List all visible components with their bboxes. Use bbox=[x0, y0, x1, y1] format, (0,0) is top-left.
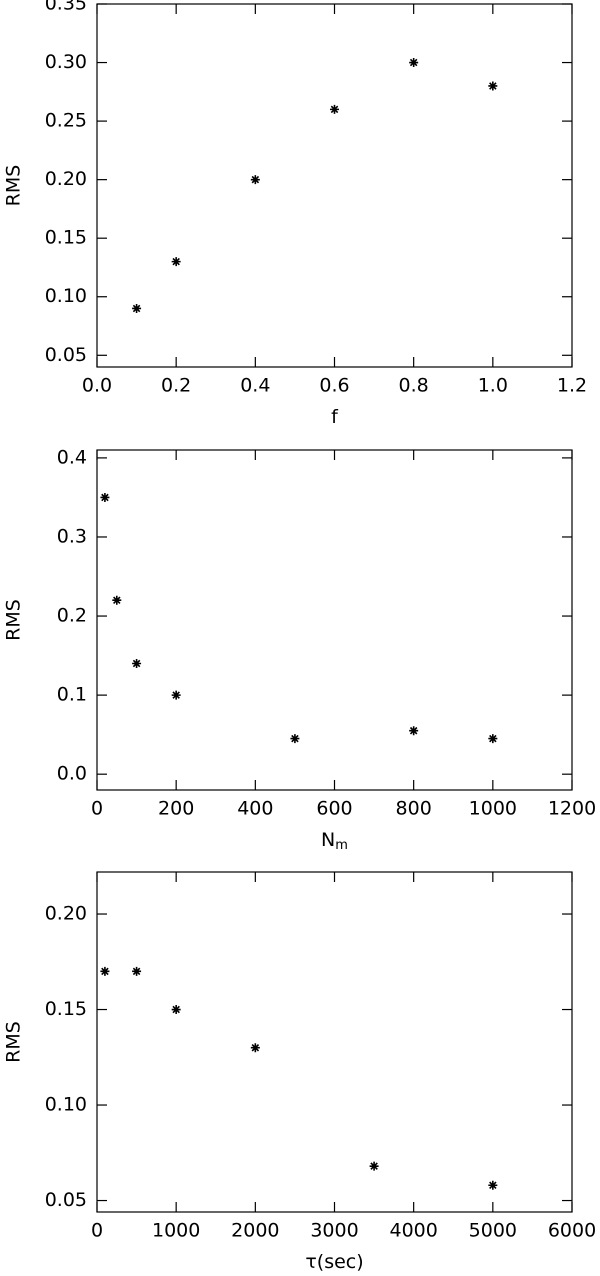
data-point bbox=[409, 58, 419, 68]
data-point bbox=[112, 595, 122, 605]
data-point bbox=[100, 966, 110, 976]
y-tick-label: 0.4 bbox=[57, 446, 87, 468]
y-tick-label: 0.2 bbox=[57, 605, 87, 627]
chart-panel: 0 200 400 600 800 1000 1200 0.0 0.1 0.2 0.3 0.4 Nm RM… bbox=[3, 446, 597, 852]
y-axis-label: RMS bbox=[3, 165, 25, 207]
x-tick-label: 1000 bbox=[469, 798, 517, 820]
x-axis-label: τ(sec) bbox=[305, 1251, 363, 1273]
x-tick-label: 600 bbox=[316, 798, 352, 820]
data-point bbox=[132, 966, 142, 976]
y-tick-label: 0.25 bbox=[45, 110, 87, 132]
y-tick-label: 0.10 bbox=[45, 285, 87, 307]
x-tick-label: 0 bbox=[91, 1220, 103, 1242]
y-tick-label: 0.1 bbox=[57, 684, 87, 706]
data-point bbox=[488, 81, 498, 91]
y-tick-label: 0.15 bbox=[45, 998, 87, 1020]
x-tick-label: 800 bbox=[396, 798, 432, 820]
data-point bbox=[488, 1180, 498, 1190]
y-tick-label: 0.15 bbox=[45, 227, 87, 249]
x-tick-label: 1000 bbox=[152, 1220, 200, 1242]
y-tick-label: 0.35 bbox=[45, 0, 87, 15]
x-tick-label: 1.0 bbox=[478, 375, 508, 397]
data-point bbox=[290, 734, 300, 744]
data-point bbox=[171, 257, 181, 267]
x-tick-label: 0.8 bbox=[399, 375, 429, 397]
data-point bbox=[409, 726, 419, 736]
x-tick-label: 4000 bbox=[389, 1220, 437, 1242]
y-tick-label: 0.10 bbox=[45, 1094, 87, 1116]
data-point bbox=[488, 734, 498, 744]
y-tick-label: 0.3 bbox=[57, 525, 87, 547]
x-axis-label-main: N bbox=[321, 829, 335, 851]
y-tick-label: 0.05 bbox=[45, 1189, 87, 1211]
chart-panel: 0.0 0.2 0.4 0.6 0.8 1.0 1.2 0.05 0.10 0.15 0.20 0.2… bbox=[3, 0, 588, 428]
x-tick-label: 0.4 bbox=[240, 375, 270, 397]
x-axis-label-main: τ(sec) bbox=[305, 1251, 363, 1273]
data-point bbox=[171, 690, 181, 700]
x-axis-label: f bbox=[331, 406, 339, 428]
x-axis-label: Nm bbox=[321, 829, 348, 853]
x-tick-label: 1.2 bbox=[557, 375, 587, 397]
data-point bbox=[132, 658, 142, 668]
x-axis-label-sub: m bbox=[335, 838, 348, 853]
data-point bbox=[100, 492, 110, 502]
x-tick-label: 200 bbox=[158, 798, 194, 820]
data-point bbox=[250, 1043, 260, 1053]
x-tick-label: 0 bbox=[91, 798, 103, 820]
x-tick-label: 5000 bbox=[469, 1220, 517, 1242]
plot-frame bbox=[96, 449, 573, 791]
x-tick-label: 2000 bbox=[231, 1220, 279, 1242]
y-tick-label: 0.0 bbox=[57, 763, 87, 785]
y-axis-label: RMS bbox=[3, 1021, 25, 1063]
x-axis-label-main: f bbox=[331, 406, 339, 428]
data-point bbox=[330, 104, 339, 114]
x-tick-label: 3000 bbox=[310, 1220, 358, 1242]
y-tick-label: 0.05 bbox=[45, 344, 87, 366]
x-tick-label: 6000 bbox=[548, 1220, 596, 1242]
x-tick-label: 0.6 bbox=[319, 375, 349, 397]
data-point bbox=[250, 175, 260, 185]
chart-panel: 0 1000 2000 3000 4000 5000 6000 0.05 0.10 0.15 0.2… bbox=[3, 871, 596, 1273]
x-tick-label: 0.2 bbox=[161, 375, 191, 397]
plot-frame bbox=[96, 871, 573, 1213]
x-tick-label: 0.0 bbox=[82, 375, 112, 397]
data-point bbox=[171, 1005, 181, 1015]
x-tick-label: 1200 bbox=[548, 798, 596, 820]
plot-frame bbox=[96, 3, 573, 368]
y-tick-label: 0.30 bbox=[45, 51, 87, 73]
y-axis-label: RMS bbox=[3, 599, 25, 641]
data-point bbox=[369, 1161, 379, 1171]
data-point bbox=[132, 303, 142, 313]
y-tick-label: 0.20 bbox=[45, 168, 87, 190]
x-tick-label: 400 bbox=[237, 798, 273, 820]
y-tick-label: 0.20 bbox=[45, 903, 87, 925]
